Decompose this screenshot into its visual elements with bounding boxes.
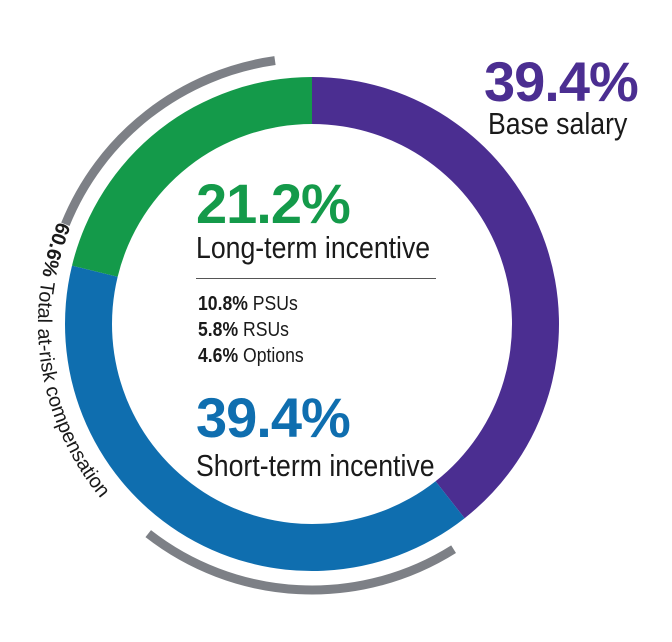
- breakdown-rsus: 5.8% RSUs: [198, 319, 289, 341]
- slice-long-term-incentive: [72, 77, 313, 277]
- slice-short-term-incentive: [65, 265, 465, 571]
- breakdown-options: 4.6% Options: [198, 345, 304, 367]
- base-salary-value: 39.4%: [484, 50, 639, 113]
- short-term-value: 39.4%: [196, 386, 351, 449]
- slice-base-salary: [312, 77, 559, 519]
- breakdown-psus: 10.8% PSUs: [198, 293, 298, 315]
- long-term-label: Long-term incentive: [196, 230, 431, 265]
- at-risk-arc-lower: [145, 530, 456, 595]
- at-risk-arc-upper: [61, 56, 276, 227]
- divider: [196, 278, 436, 279]
- short-term-label: Short-term incentive: [196, 448, 435, 483]
- long-term-value: 21.2%: [196, 172, 351, 235]
- base-salary-label: Base salary: [488, 106, 628, 141]
- at-risk-value: 60.6%: [37, 220, 74, 280]
